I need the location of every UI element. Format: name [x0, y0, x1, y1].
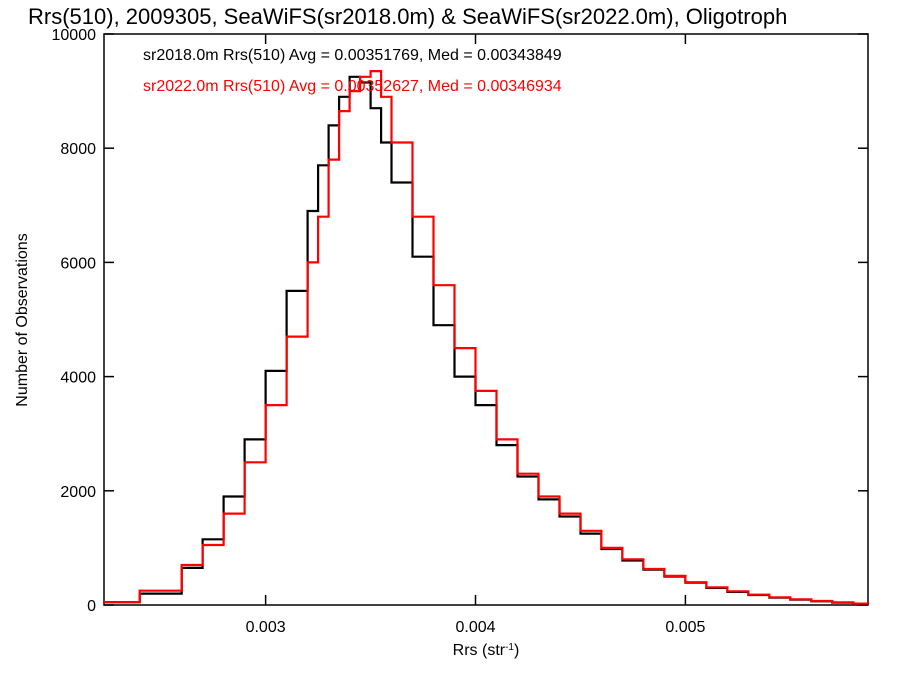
- x-axis-label-main: Rrs (str: [453, 642, 506, 659]
- x-axis-label-close: ): [514, 642, 519, 659]
- x-tick-label: 0.004: [455, 619, 495, 636]
- y-tick-label: 8000: [60, 141, 96, 158]
- y-axis: 0 2000 4000 6000 8000 10000: [52, 27, 868, 615]
- y-tick-label: 2000: [60, 484, 96, 501]
- y-tick-label: 6000: [60, 255, 96, 272]
- x-tick-label: 0.003: [246, 619, 286, 636]
- series-layer: [104, 70, 870, 605]
- legend-entry-sr2018: sr2018.0m Rrs(510) Avg = 0.00351769, Med…: [143, 47, 562, 64]
- series-line-sr2018-0m: [104, 75, 870, 605]
- x-axis: 0.003 0.004 0.005: [246, 34, 706, 636]
- x-tick-label: 0.005: [665, 619, 705, 636]
- y-tick-label: 10000: [52, 27, 97, 44]
- plot-frame: [103, 33, 869, 606]
- legend-entry-sr2022: sr2022.0m Rrs(510) Avg = 0.00352627, Med…: [143, 78, 562, 95]
- chart-title: Rrs(510), 2009305, SeaWiFS(sr2018.0m) & …: [28, 4, 787, 29]
- series-line-sr2022-0m: [104, 70, 870, 605]
- y-tick-label: 4000: [60, 370, 96, 387]
- y-axis-label: Number of Observations: [14, 233, 31, 406]
- x-axis-label: Rrs (str-1): [453, 642, 520, 660]
- y-tick-label: 0: [87, 598, 96, 615]
- x-axis-label-superscript: -1: [505, 642, 514, 653]
